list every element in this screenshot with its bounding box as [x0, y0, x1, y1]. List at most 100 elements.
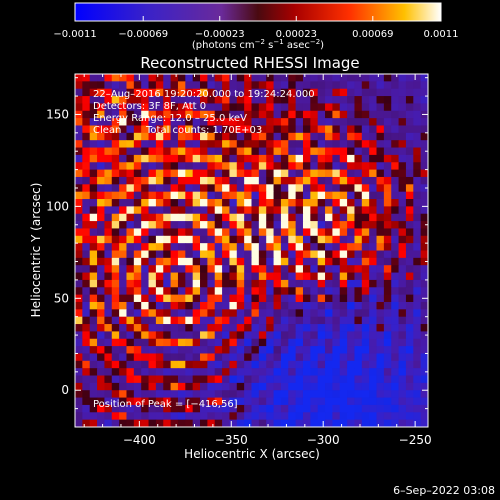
- heatmap-cell: [170, 287, 179, 296]
- heatmap-cell: [325, 132, 333, 141]
- heatmap-cell: [207, 360, 216, 369]
- heatmap-cell: [97, 368, 105, 376]
- heatmap-cell: [222, 169, 230, 178]
- heatmap-cell: [207, 125, 216, 134]
- heatmap-cell: [236, 338, 245, 347]
- heatmap-cell: [383, 176, 392, 185]
- heatmap-cell: [163, 368, 171, 376]
- heatmap-cell: [141, 235, 149, 244]
- heatmap-cell: [185, 132, 194, 141]
- heatmap-cell: [317, 118, 326, 126]
- heatmap-cell: [89, 419, 98, 428]
- heatmap-cell: [126, 184, 135, 193]
- heatmap-cell: [75, 243, 83, 251]
- heatmap-cell: [214, 199, 223, 207]
- heatmap-cell: [207, 169, 216, 178]
- heatmap-cell: [177, 309, 186, 318]
- heatmap-cell: [133, 331, 142, 340]
- heatmap-cell: [75, 324, 83, 332]
- heatmap-cell: [280, 206, 289, 215]
- heatmap-cell: [354, 206, 363, 215]
- heatmap-cell: [369, 74, 377, 82]
- heatmap-cell: [339, 213, 348, 222]
- heatmap-cell: [200, 184, 208, 193]
- heatmap-cell: [266, 169, 274, 178]
- heatmap-cell: [200, 257, 208, 266]
- heatmap-cell: [413, 228, 422, 237]
- heatmap-cell: [229, 346, 238, 354]
- heatmap-cell: [398, 250, 407, 259]
- heatmap-cell: [354, 132, 363, 141]
- heatmap-cell: [310, 309, 319, 318]
- heatmap-cell: [207, 118, 216, 126]
- heatmap-cell: [332, 353, 341, 362]
- heatmap-cell: [119, 250, 127, 259]
- heatmap-cell: [222, 199, 230, 207]
- heatmap-cell: [214, 169, 223, 178]
- heatmap-cell: [236, 390, 245, 398]
- heatmap-cell: [104, 110, 113, 119]
- heatmap-cell: [405, 74, 414, 82]
- heatmap-cell: [391, 169, 399, 178]
- heatmap-cell: [383, 279, 392, 288]
- heatmap-cell: [405, 294, 414, 303]
- heatmap-cell: [222, 206, 230, 215]
- heatmap-cell: [310, 316, 319, 325]
- heatmap-cell: [354, 331, 363, 340]
- heatmap-cell: [119, 294, 127, 303]
- heatmap-cell: [266, 390, 274, 398]
- heatmap-cell: [302, 88, 311, 97]
- heatmap-cell: [111, 118, 120, 126]
- heatmap-cell: [126, 368, 135, 376]
- heatmap-cell: [332, 176, 341, 185]
- heatmap-cell: [280, 176, 289, 185]
- heatmap-cell: [376, 404, 385, 413]
- heatmap-cell: [413, 346, 422, 354]
- heatmap-cell: [207, 287, 216, 296]
- heatmap-cell: [126, 360, 135, 369]
- heatmap-cell: [361, 368, 370, 376]
- heatmap-cell: [192, 243, 201, 251]
- heatmap-cell: [214, 132, 223, 141]
- heatmap-cell: [229, 228, 238, 237]
- heatmap-cell: [111, 294, 120, 303]
- heatmap-cell: [133, 324, 142, 332]
- heatmap-cell: [104, 235, 113, 244]
- heatmap-cell: [405, 301, 414, 310]
- heatmap-cell: [214, 88, 223, 97]
- heatmap-cell: [258, 206, 267, 215]
- heatmap-cell: [192, 331, 201, 340]
- heatmap-cell: [420, 191, 429, 200]
- heatmap-cell: [75, 96, 83, 104]
- heatmap-cell: [391, 162, 399, 170]
- heatmap-cell: [295, 162, 304, 170]
- heatmap-cell: [126, 287, 135, 296]
- heatmap-cell: [185, 279, 194, 288]
- heatmap-cell: [332, 375, 341, 384]
- heatmap-cell: [354, 265, 363, 273]
- heatmap-cell: [295, 294, 304, 303]
- heatmap-cell: [391, 331, 399, 340]
- heatmap-cell: [148, 346, 157, 354]
- heatmap-cell: [229, 74, 238, 82]
- heatmap-cell: [420, 346, 429, 354]
- heatmap-cell: [97, 294, 105, 303]
- heatmap-cell: [273, 110, 282, 119]
- heatmap-cell: [185, 404, 194, 413]
- heatmap-cell: [405, 316, 414, 325]
- heatmap-cell: [391, 147, 399, 156]
- heatmap-cell: [200, 96, 208, 104]
- heatmap-cell: [391, 419, 399, 428]
- heatmap-cell: [104, 390, 113, 398]
- heatmap-cell: [295, 360, 304, 369]
- heatmap-cell: [354, 287, 363, 296]
- heatmap-cell: [104, 250, 113, 259]
- heatmap-cell: [141, 375, 149, 384]
- heatmap-cell: [354, 390, 363, 398]
- heatmap-cell: [398, 360, 407, 369]
- heatmap-cell: [89, 162, 98, 170]
- heatmap-cell: [258, 103, 267, 112]
- heatmap-cell: [280, 96, 289, 104]
- heatmap-cell: [383, 118, 392, 126]
- heatmap-cell: [266, 184, 274, 193]
